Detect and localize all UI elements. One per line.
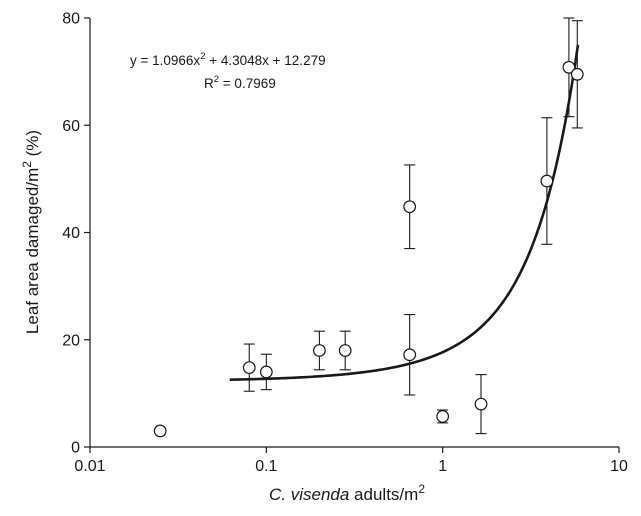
equation-label: y = 1.0966x2 + 4.3048x + 12.279 (130, 51, 326, 68)
r-squared-sup: 2 (214, 74, 219, 85)
y-axis-title-sup: 2 (20, 161, 34, 168)
r-squared-end: = 0.7969 (219, 76, 276, 91)
y-tick-label: 20 (62, 332, 80, 349)
equation-sup: 2 (200, 51, 205, 62)
equation-start: y = 1.0966x (130, 53, 200, 68)
data-point (474, 397, 488, 411)
data-point (338, 344, 352, 357)
data-point (403, 348, 417, 362)
x-tick-label: 0.1 (255, 458, 277, 475)
x-axis-title-rest: adults/m (349, 485, 418, 504)
x-axis-title-sup: 2 (418, 482, 425, 496)
data-point (570, 67, 584, 81)
y-tick-label: 40 (62, 225, 80, 242)
data-points (153, 17, 584, 438)
x-tick-label: 0.01 (74, 458, 105, 475)
x-tick-label: 10 (610, 458, 628, 475)
r-squared-label: R2 = 0.7969 (204, 74, 276, 91)
y-axis-ticks: 0 20 40 60 80 (62, 11, 90, 457)
x-tick-label: 1 (438, 458, 447, 475)
y-axis-title-main: Leaf area damaged/m (23, 168, 42, 334)
data-point (242, 361, 256, 375)
x-axis-ticks: 0.01 0.1 1 10 (74, 447, 628, 475)
data-point (403, 200, 417, 214)
data-point (562, 60, 576, 74)
data-point (153, 424, 167, 438)
r-squared-start: R (204, 76, 214, 91)
data-point (313, 344, 326, 357)
y-tick-label: 60 (62, 118, 80, 135)
data-point (540, 174, 554, 188)
data-point (436, 410, 450, 423)
y-axis-title-unit: (%) (23, 130, 42, 161)
x-axis-title-italic: C. visenda (269, 485, 349, 504)
y-axis-title: Leaf area damaged/m2 (%) (20, 130, 42, 334)
equation-end: + 4.3048x + 12.279 (205, 53, 325, 68)
trendline (229, 44, 580, 381)
data-point (259, 365, 273, 379)
y-tick-label: 0 (71, 440, 80, 457)
x-axis-title: C. visenda adults/m2 (269, 482, 425, 504)
y-tick-label: 80 (62, 11, 80, 28)
